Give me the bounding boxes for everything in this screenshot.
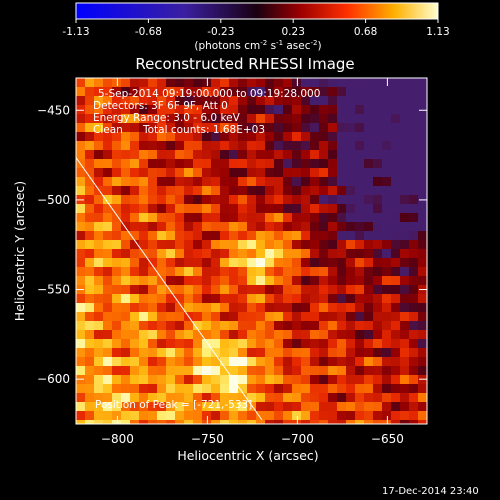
- y-tick-label: −550: [37, 283, 70, 297]
- y-tick-label: −500: [37, 193, 70, 207]
- colorbar-tick-label: 1.13: [426, 26, 449, 38]
- plot-title: Reconstructed RHESSI Image: [135, 55, 354, 73]
- plot-frame: [75, 77, 428, 425]
- xray-image: [76, 78, 427, 424]
- colorbar-tick-label: 0.23: [282, 26, 305, 38]
- peak-position-label: Position of Peak = [-721,-533]: [95, 399, 252, 411]
- colorbar-tick-label: -0.23: [207, 26, 234, 38]
- time-range-label: 5-Sep-2014 09:19:00.000 to 09:19:28.000: [98, 88, 320, 100]
- detectors-label: Detectors: 3F 6F 9F, Att 0: [93, 100, 228, 112]
- y-axis-label: Heliocentric Y (arcsec): [12, 181, 27, 321]
- colorbar-ticks: -1.13 -0.68 -0.23 0.23 0.68 1.13: [62, 19, 450, 38]
- x-tick-label: −800: [101, 432, 134, 446]
- x-tick-label: −750: [191, 432, 224, 446]
- x-axis-label: Heliocentric X (arcsec): [177, 448, 318, 463]
- y-tick-label: −450: [37, 103, 70, 117]
- footer-timestamp: 17-Dec-2014 23:40: [382, 486, 479, 497]
- total-counts-label: Total counts: 1.68E+03: [142, 124, 265, 136]
- y-axis-ticks: −450 −500 −550 −600: [37, 103, 427, 386]
- colorbar-tick-label: -0.68: [135, 26, 162, 38]
- colorbar-tick-label: -1.13: [62, 26, 89, 38]
- colorbar-units: (photons cm-2 s-1 asec-2): [194, 39, 321, 52]
- clean-label: Clean: [93, 124, 123, 136]
- observation-info: 5-Sep-2014 09:19:00.000 to 09:19:28.000 …: [93, 88, 320, 136]
- colorbar-tick-label: 0.68: [354, 26, 377, 38]
- x-tick-label: −650: [371, 432, 404, 446]
- energy-range-label: Energy Range: 3.0 - 6.0 keV: [93, 112, 241, 124]
- x-tick-label: −700: [281, 432, 314, 446]
- colorbar: [75, 2, 439, 20]
- x-axis-ticks: −800 −750 −700 −650: [101, 78, 404, 446]
- y-tick-label: −600: [37, 372, 70, 386]
- solar-limb-line: [76, 156, 263, 421]
